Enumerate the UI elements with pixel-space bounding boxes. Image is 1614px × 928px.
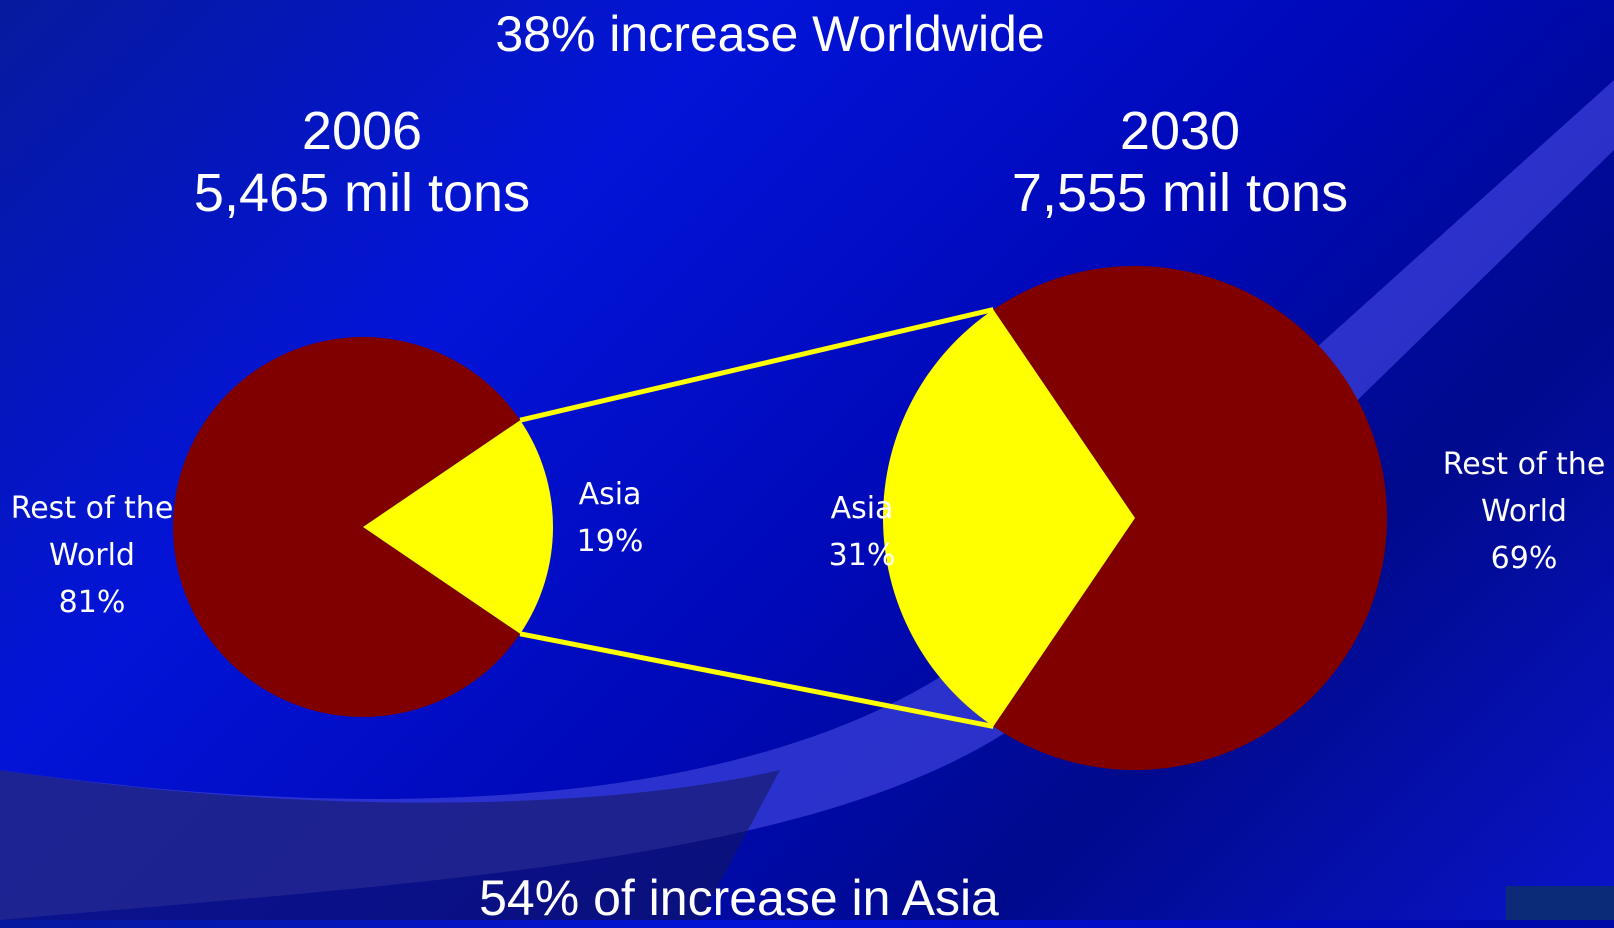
corner-decoration (1506, 886, 1614, 920)
pie-2006-slice-rest-of-world (173, 336, 521, 717)
pie-2006-total: 5,465 mil tons (193, 163, 531, 223)
connector-line-top (519, 307, 994, 423)
pie-2006-slice-asia (363, 420, 554, 634)
connector-line-bottom (519, 631, 994, 729)
pie-2030-year: 2030 (1119, 101, 1241, 161)
pie-2006-label-0: Rest of the World 81% (11, 491, 174, 620)
pie-2030-label-1: Rest of the World 69% (1443, 447, 1606, 576)
pie-2030-slice-asia (883, 309, 1135, 727)
chart-layer: Rest of the World 81% Asia 19% Asia 31% Rest of… (11, 266, 1606, 770)
slide-footer: 54% of increase in Asia (479, 870, 999, 926)
decorative-swoosh-dark (0, 770, 780, 920)
pie-2030-slice-rest-of-world (993, 266, 1388, 770)
pie-2006-year: 2006 (301, 101, 423, 161)
pie-2030-label-0: Asia 31% (829, 491, 896, 573)
pie-2030-total: 7,555 mil tons (1011, 163, 1349, 223)
pie-2006-header: 2006 5,465 mil tons (172, 100, 552, 224)
pie-2006 (173, 336, 554, 717)
pie-2030-header: 2030 7,555 mil tons (980, 100, 1380, 224)
pie-2030 (883, 266, 1388, 770)
slide-title: 38% increase Worldwide (495, 6, 1045, 62)
pie-2006-label-1: Asia 19% (577, 477, 644, 559)
